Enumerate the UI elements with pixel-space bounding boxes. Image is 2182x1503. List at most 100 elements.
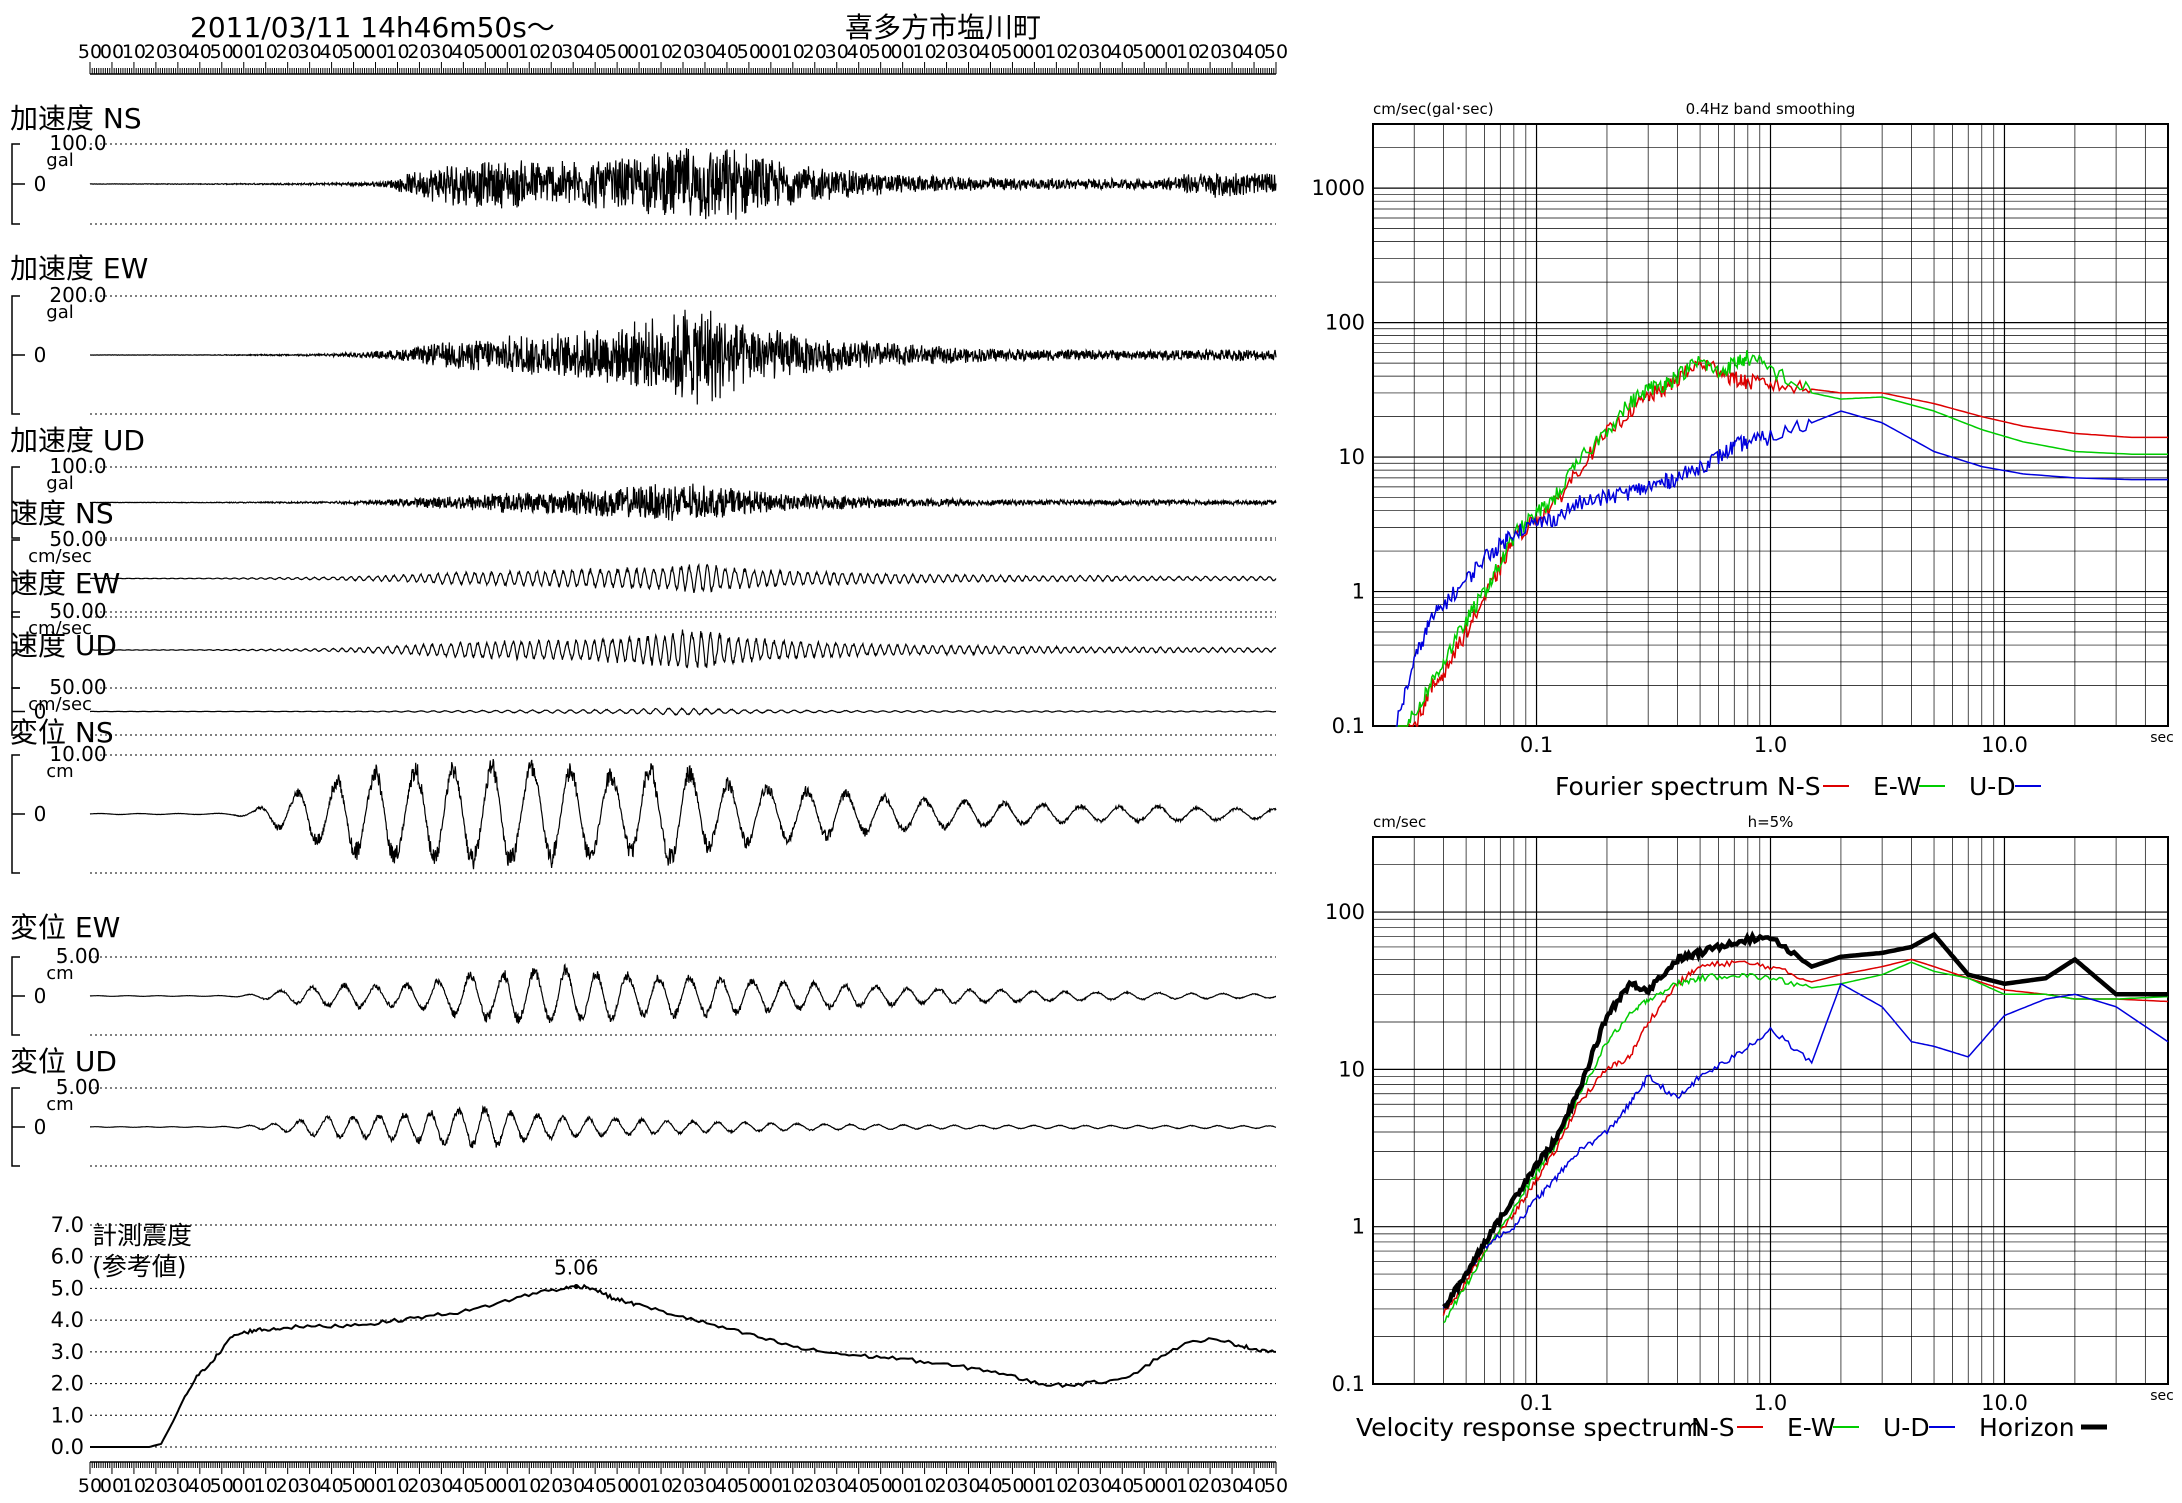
time-tick-label: 10: [254, 41, 278, 63]
time-tick-label: 40: [847, 1475, 871, 1497]
x-tick-label: 10.0: [1981, 1391, 2028, 1415]
time-tick-label: 20: [803, 1475, 827, 1497]
unit-label: gal: [46, 473, 73, 494]
x-tick-label: 0.1: [1520, 1391, 1553, 1415]
unit-label: cm: [46, 761, 73, 782]
time-tick-label: 20: [144, 1475, 168, 1497]
plot-frame: [1372, 123, 2169, 727]
x-tick-label: 0.1: [1520, 733, 1553, 757]
zero-label: 0: [34, 172, 47, 196]
panel-title: 加速度 EW: [10, 252, 148, 285]
series-line-u-d: [1395, 410, 2168, 727]
time-tick-label: 20: [1198, 1475, 1222, 1497]
time-tick-label: 50: [605, 41, 629, 63]
ytick-label: 6.0: [51, 1245, 84, 1269]
legend-label: U-D: [1969, 772, 2016, 801]
legend-label: U-D: [1883, 1413, 1930, 1442]
time-tick-label: 40: [1242, 1475, 1266, 1497]
time-tick-label: 30: [1220, 1475, 1244, 1497]
scale-value: 50.00: [49, 599, 106, 623]
x-unit-label: sec: [2150, 1388, 2174, 1404]
time-tick-label: 30: [693, 1475, 717, 1497]
y-tick-label: 0.1: [1332, 714, 1365, 738]
time-tick-label: 40: [188, 1475, 212, 1497]
legend-label: E-W: [1787, 1413, 1836, 1442]
time-tick-label: 50: [737, 41, 761, 63]
waveform-trace: [89, 758, 1277, 870]
time-tick-label: 50: [473, 41, 497, 63]
time-tick-label: 00: [891, 41, 915, 63]
scale-value: 50.00: [49, 675, 106, 699]
ytick-label: 2.0: [51, 1372, 84, 1396]
time-tick-label: 00: [759, 41, 783, 63]
time-tick-label: 50: [78, 1475, 102, 1497]
panel-subtitle: (参考値): [92, 1252, 187, 1281]
time-tick-label: 00: [759, 1475, 783, 1497]
time-tick-label: 00: [495, 1475, 519, 1497]
time-tick-label: 40: [715, 41, 739, 63]
unit-label: cm: [46, 963, 73, 984]
time-tick-label: 30: [1088, 41, 1112, 63]
time-tick-label: 20: [407, 1475, 431, 1497]
time-tick-label: 20: [671, 41, 695, 63]
x-tick-label: 1.0: [1754, 733, 1787, 757]
time-tick-label: 00: [1154, 1475, 1178, 1497]
waveform-trace: [90, 1104, 1277, 1149]
peak-marker: [573, 1284, 579, 1290]
fourier-spectrum-panel: cm/sec(gal･sec) 0.4Hz band smoothing 0.1 1 1…: [1312, 100, 2174, 801]
x-unit-label: sec: [2150, 730, 2174, 746]
scale-value: 5.00: [56, 944, 101, 968]
time-tick-label: 00: [1022, 41, 1046, 63]
time-tick-label: 00: [1022, 1475, 1046, 1497]
time-tick-label: 30: [166, 1475, 190, 1497]
time-tick-label: 00: [363, 1475, 387, 1497]
time-tick-label: 20: [934, 41, 958, 63]
chart-title: Velocity response spectrum: [1356, 1413, 1702, 1442]
y-unit-label: cm/sec: [1373, 813, 1426, 831]
panel-title: 加速度 NS: [10, 102, 142, 135]
panel-title: 加速度 UD: [10, 424, 145, 457]
velocity-response-panel: cm/sec h=5% 0.1 1 10 100 0.1 1.0 10.0 sec Velocity…: [1325, 813, 2174, 1442]
waveform-trace: [89, 483, 1277, 521]
time-tick-label: 20: [671, 1475, 695, 1497]
intensity-panel: 0.0 1.0 2.0 3.0 4.0 5.0 6.0 7.0 計測震度(参考値) 5.06: [51, 1213, 1277, 1459]
time-tick-label: 10: [1176, 41, 1200, 63]
waveform-trace: [89, 562, 1277, 594]
time-tick-label: 00: [627, 1475, 651, 1497]
time-tick-label: 10: [912, 1475, 936, 1497]
waveform-trace: [89, 963, 1276, 1024]
time-tick-label: 50: [78, 41, 102, 63]
time-tick-label: 30: [825, 41, 849, 63]
x-tick-label: 10.0: [1981, 733, 2028, 757]
time-tick-label: 00: [100, 1475, 124, 1497]
time-tick-label: 50: [1132, 1475, 1156, 1497]
panel-title: 速度 NS: [10, 497, 114, 530]
chart-title: Fourier spectrum: [1555, 772, 1769, 801]
time-tick-label: 10: [912, 41, 936, 63]
time-tick-label: 40: [1110, 1475, 1134, 1497]
time-tick-label: 10: [1044, 1475, 1068, 1497]
time-tick-label: 30: [1088, 1475, 1112, 1497]
time-tick-label: 50: [869, 41, 893, 63]
plot-frame: [1372, 836, 2169, 1385]
time-tick-label: 00: [100, 41, 124, 63]
time-tick-label: 30: [298, 41, 322, 63]
time-tick-label: 50: [1000, 41, 1024, 63]
time-tick-label: 40: [847, 41, 871, 63]
smoothing-label: 0.4Hz band smoothing: [1686, 100, 1856, 118]
panel-title: 速度 EW: [10, 567, 120, 600]
legend-label: Horizon: [1979, 1413, 2075, 1442]
zero-label: 0: [34, 802, 47, 826]
series-line-n-s: [1395, 357, 2168, 727]
y-tick-label: 10: [1338, 445, 1365, 469]
time-tick-label: 00: [363, 41, 387, 63]
time-tick-label: 50: [210, 1475, 234, 1497]
unit-label: gal: [46, 150, 73, 171]
time-tick-label: 20: [1198, 41, 1222, 63]
time-tick-label: 10: [122, 1475, 146, 1497]
x-tick-label: 1.0: [1754, 1391, 1787, 1415]
